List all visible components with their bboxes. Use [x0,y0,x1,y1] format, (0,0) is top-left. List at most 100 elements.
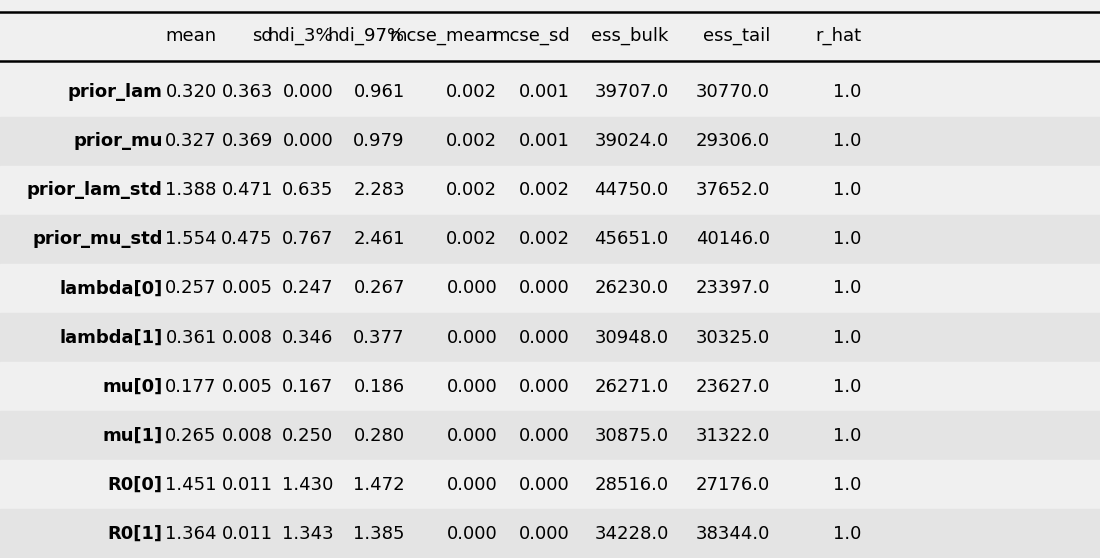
Text: 0.000: 0.000 [447,378,497,396]
Text: prior_mu: prior_mu [74,132,163,150]
Text: 1.451: 1.451 [165,476,217,494]
Text: 0.000: 0.000 [283,132,333,150]
Text: 0.363: 0.363 [221,83,273,101]
Text: 0.000: 0.000 [283,83,333,101]
Text: 0.979: 0.979 [353,132,405,150]
Text: 26230.0: 26230.0 [595,280,669,297]
Text: 0.320: 0.320 [165,83,217,101]
Bar [0,509,1100,558]
Text: 0.327: 0.327 [165,132,217,150]
Text: 1.385: 1.385 [353,525,405,543]
Bar [0,117,1100,166]
Text: 1.430: 1.430 [282,476,333,494]
Text: prior_mu_std: prior_mu_std [32,230,163,248]
Bar [0,460,1100,509]
Text: 26271.0: 26271.0 [594,378,669,396]
Text: 38344.0: 38344.0 [695,525,770,543]
Text: 0.000: 0.000 [447,427,497,445]
Text: 2.461: 2.461 [353,230,405,248]
Text: 1.472: 1.472 [353,476,405,494]
Bar [0,362,1100,411]
Text: 0.267: 0.267 [353,280,405,297]
Text: 0.000: 0.000 [447,476,497,494]
Text: 0.000: 0.000 [519,525,570,543]
Text: 0.250: 0.250 [282,427,333,445]
Text: 28516.0: 28516.0 [595,476,669,494]
Text: 1.0: 1.0 [833,476,861,494]
Bar [0,264,1100,313]
Text: 0.000: 0.000 [519,476,570,494]
Text: 0.361: 0.361 [165,329,217,347]
Bar [0,411,1100,460]
Text: 39024.0: 39024.0 [594,132,669,150]
Text: 1.364: 1.364 [165,525,217,543]
Text: mu[0]: mu[0] [102,378,163,396]
Text: lambda[1]: lambda[1] [59,329,163,347]
Text: 0.635: 0.635 [282,181,333,199]
Text: 30325.0: 30325.0 [695,329,770,347]
Text: lambda[0]: lambda[0] [59,280,163,297]
Text: 0.961: 0.961 [353,83,405,101]
Text: 0.346: 0.346 [282,329,333,347]
Text: hdi_97%: hdi_97% [328,27,405,45]
Text: 1.343: 1.343 [282,525,333,543]
Text: 30770.0: 30770.0 [696,83,770,101]
Bar [0,215,1100,264]
Text: 0.475: 0.475 [221,230,273,248]
Text: 0.767: 0.767 [282,230,333,248]
Text: 1.0: 1.0 [833,378,861,396]
Text: 0.186: 0.186 [354,378,405,396]
Text: 1.0: 1.0 [833,525,861,543]
Text: 0.002: 0.002 [447,230,497,248]
Text: 0.280: 0.280 [354,427,405,445]
Text: 0.002: 0.002 [447,132,497,150]
Text: 1.554: 1.554 [165,230,217,248]
Text: 1.0: 1.0 [833,83,861,101]
Text: mcse_mean: mcse_mean [389,27,497,45]
Text: 0.000: 0.000 [447,525,497,543]
Text: 0.005: 0.005 [222,378,273,396]
Text: 0.008: 0.008 [222,427,273,445]
Bar [0,313,1100,362]
Text: 0.247: 0.247 [282,280,333,297]
Text: 0.257: 0.257 [165,280,217,297]
Text: 0.002: 0.002 [447,181,497,199]
Text: mu[1]: mu[1] [102,427,163,445]
Text: 0.011: 0.011 [222,525,273,543]
Text: 0.000: 0.000 [447,280,497,297]
Text: prior_lam: prior_lam [68,83,163,101]
Text: r_hat: r_hat [815,27,861,45]
Text: 0.177: 0.177 [165,378,217,396]
Text: 0.000: 0.000 [519,378,570,396]
Text: 0.265: 0.265 [165,427,217,445]
Text: 0.008: 0.008 [222,329,273,347]
Text: 0.000: 0.000 [447,329,497,347]
Text: 40146.0: 40146.0 [696,230,770,248]
Text: 1.0: 1.0 [833,427,861,445]
Text: 0.001: 0.001 [519,132,570,150]
Text: 1.0: 1.0 [833,132,861,150]
Text: ess_tail: ess_tail [703,27,770,45]
Text: 27176.0: 27176.0 [695,476,770,494]
Text: 0.002: 0.002 [519,181,570,199]
Bar [0,166,1100,215]
Text: 37652.0: 37652.0 [695,181,770,199]
Text: hdi_3%: hdi_3% [267,27,333,45]
Text: 31322.0: 31322.0 [695,427,770,445]
Text: 1.0: 1.0 [833,230,861,248]
Text: 2.283: 2.283 [353,181,405,199]
Text: 34228.0: 34228.0 [594,525,669,543]
Bar [0,68,1100,117]
Text: 1.388: 1.388 [165,181,217,199]
Text: 0.369: 0.369 [221,132,273,150]
Text: sd: sd [252,27,273,45]
Text: R0[0]: R0[0] [108,476,163,494]
Text: 0.000: 0.000 [519,280,570,297]
Text: 0.011: 0.011 [222,476,273,494]
Text: ess_bulk: ess_bulk [592,27,669,45]
Text: mcse_sd: mcse_sd [492,27,570,45]
Text: 1.0: 1.0 [833,329,861,347]
Text: 0.471: 0.471 [221,181,273,199]
Text: 1.0: 1.0 [833,280,861,297]
Text: 39707.0: 39707.0 [594,83,669,101]
